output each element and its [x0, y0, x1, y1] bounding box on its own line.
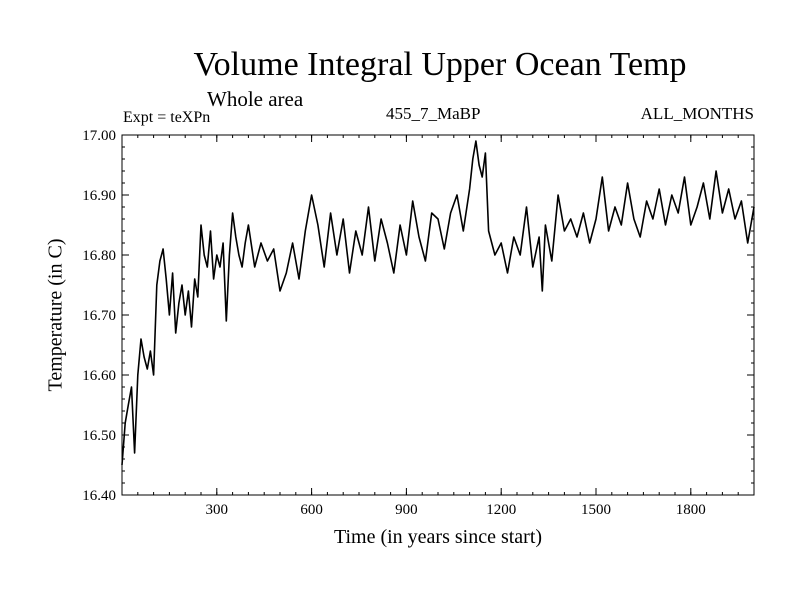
y-tick-label: 16.60 — [82, 368, 116, 384]
temperature-series-line — [121, 140, 755, 466]
x-tick-label: 900 — [395, 502, 418, 518]
run-label: 455_7_MaBP — [386, 104, 481, 123]
y-axis-label: Temperature (in C) — [44, 238, 67, 392]
y-tick-label: 17.00 — [82, 128, 116, 144]
x-tick-label: 600 — [300, 502, 323, 518]
y-tick-label: 16.70 — [82, 308, 116, 324]
chart-title: Volume Integral Upper Ocean Temp — [193, 46, 687, 83]
y-tick-label: 16.80 — [82, 248, 116, 264]
x-tick-label: 1200 — [486, 502, 516, 518]
x-axis-label: Time (in years since start) — [333, 526, 543, 548]
x-tick-label: 1500 — [581, 502, 611, 518]
months-label: ALL_MONTHS — [640, 104, 754, 123]
y-tick-label: 16.90 — [82, 188, 116, 204]
chart-subtitle: Whole area — [207, 87, 304, 111]
y-tick-label: 16.40 — [82, 488, 116, 504]
plot-frame — [121, 134, 755, 496]
y-tick-label: 16.50 — [82, 428, 116, 444]
x-tick-label: 300 — [206, 502, 229, 518]
experiment-label: Expt = teXPn — [123, 109, 211, 126]
x-tick-label: 1800 — [676, 502, 706, 518]
